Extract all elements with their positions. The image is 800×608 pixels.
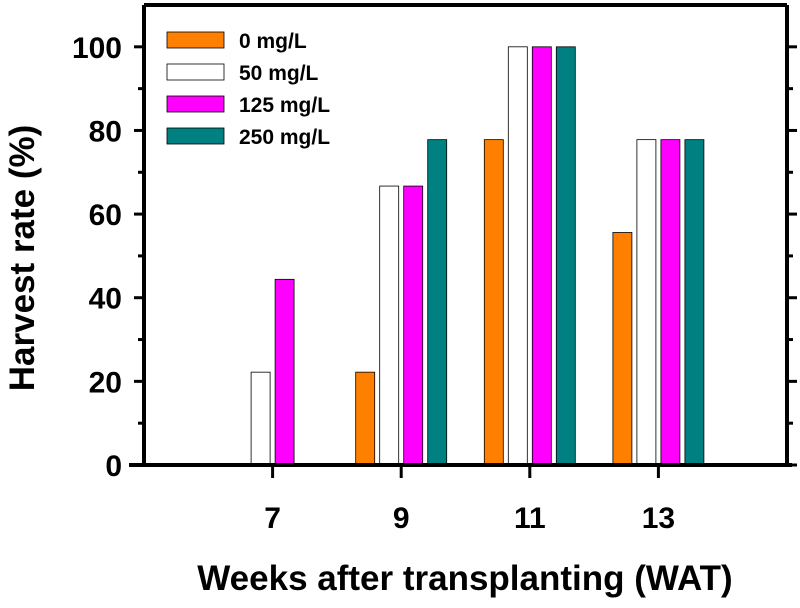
bar [636, 139, 657, 466]
x-tick-label: 11 [514, 502, 546, 535]
axes-layer [129, 3, 792, 467]
x-tick-label: 13 [642, 502, 675, 535]
bar [274, 278, 295, 466]
bar [555, 46, 576, 466]
bar [684, 139, 705, 466]
y-tick-label: 60 [89, 199, 122, 232]
legend-label: 125 mg/L [239, 94, 330, 117]
x-tick-label: 9 [393, 502, 410, 535]
bar [355, 371, 376, 466]
x-tick-label: 7 [264, 502, 281, 535]
x-axis-label: Weeks after transplanting (WAT) [197, 559, 732, 598]
y-axis-label: Harvest rate (%) [3, 125, 42, 392]
y-tick-label: 100 [72, 32, 122, 65]
legend-label: 250 mg/L [239, 126, 330, 149]
legend-swatch [166, 63, 225, 81]
bar [403, 185, 424, 466]
bar [250, 371, 271, 466]
bar [427, 139, 448, 466]
bar [612, 232, 633, 466]
ticks-layer: 0 20 40 60 80 100 7 9 11 13 [72, 32, 797, 535]
y-tick-label: 80 [89, 115, 122, 148]
legend: 0 mg/L 50 mg/L 125 mg/L 250 mg/L [166, 30, 330, 149]
bars-layer [250, 46, 705, 466]
bar [507, 46, 528, 466]
legend-label: 50 mg/L [239, 62, 319, 85]
bar [483, 139, 504, 466]
bar [531, 46, 552, 466]
bar [660, 139, 681, 466]
legend-swatch [166, 127, 225, 145]
y-tick-label: 20 [89, 366, 122, 399]
y-tick-label: 40 [89, 283, 122, 316]
bar [379, 185, 400, 466]
legend-label: 0 mg/L [239, 30, 307, 53]
legend-swatch [166, 95, 225, 113]
legend-swatch [166, 31, 225, 49]
y-tick-label: 0 [105, 450, 122, 483]
